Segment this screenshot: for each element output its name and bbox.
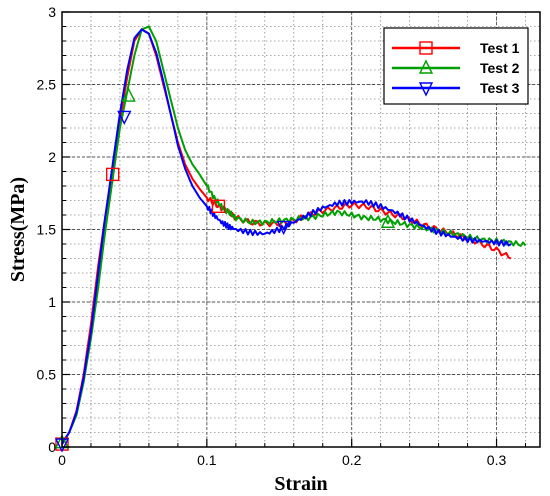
series-line-3	[61, 28, 512, 445]
y-tick-label: 1.5	[37, 222, 57, 238]
y-tick-label: 1	[48, 294, 56, 310]
y-tick-label: 3	[48, 4, 56, 20]
legend-marker-1	[419, 41, 433, 55]
tick-labels: 0 0.1 0.2 0.3 0 0.5 1 1.5 2 2.5 3	[37, 4, 507, 468]
legend-label-2: Test 2	[480, 60, 520, 76]
legend: Test 1 Test 2 Test 3	[383, 27, 529, 105]
series-line-2	[61, 25, 527, 444]
y-tick-label: 2.5	[37, 77, 57, 93]
x-tick-label: 0.3	[487, 452, 507, 468]
x-tick-label: 0	[58, 452, 66, 468]
legend-marker-2	[418, 59, 434, 74]
series-layer	[61, 25, 527, 445]
axis-ticks	[61, 11, 527, 448]
legend-marker-3	[418, 82, 434, 97]
y-axis-title: Stress(MPa)	[7, 177, 29, 282]
y-tick-label: 0.5	[37, 367, 57, 383]
y-tick-label: 2	[48, 149, 56, 165]
markers-layer	[54, 87, 396, 453]
legend-label-1: Test 1	[480, 40, 520, 56]
x-tick-label: 0.2	[342, 452, 362, 468]
x-tick-label: 0.1	[197, 452, 217, 468]
series-marker-2	[380, 213, 396, 228]
x-axis-title: Strain	[274, 473, 327, 495]
series-marker-3	[276, 220, 291, 236]
series-marker-1	[105, 167, 120, 182]
legend-label-3: Test 3	[480, 80, 520, 96]
series-marker-2	[121, 87, 136, 102]
y-tick-label: 0	[48, 439, 56, 455]
series-marker-1	[211, 199, 226, 214]
legend-box	[383, 27, 529, 105]
series-marker-3	[117, 110, 132, 125]
